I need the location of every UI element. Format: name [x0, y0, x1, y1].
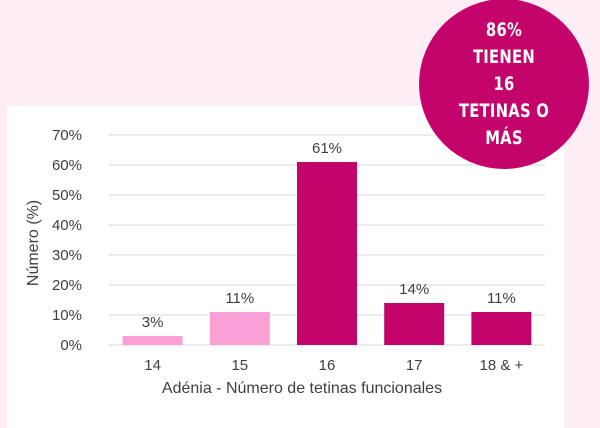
- x-tick-label: 18 & +: [480, 357, 524, 374]
- y-tick-label: 0%: [60, 337, 82, 354]
- y-tick-label: 60%: [52, 157, 82, 174]
- y-axis-title: Número (%): [25, 200, 42, 286]
- x-tick-label: 17: [406, 357, 423, 374]
- data-label: 11%: [225, 290, 254, 307]
- bar: [209, 312, 270, 345]
- summary-badge: 86% TIENEN 16 TETINAS O MÁS: [419, 0, 589, 169]
- data-label: 3%: [142, 314, 164, 331]
- x-tick-labels: 14 15 16 17 18 & +: [144, 357, 523, 374]
- y-tick-label: 20%: [52, 277, 82, 294]
- y-tick-label: 50%: [52, 187, 82, 204]
- y-tick-label: 40%: [52, 217, 82, 234]
- bar: [297, 162, 357, 345]
- x-tick-label: 15: [231, 357, 248, 374]
- bar: [384, 303, 445, 345]
- y-tick-label: 10%: [52, 307, 82, 324]
- badge-text: 86% TIENEN 16 TETINAS O MÁS: [458, 18, 550, 149]
- bar: [122, 336, 183, 345]
- data-label: 14%: [399, 281, 429, 298]
- x-tick-label: 14: [144, 357, 161, 374]
- y-tick-label: 30%: [52, 247, 82, 264]
- bars: [122, 162, 532, 345]
- x-tick-label: 16: [319, 357, 336, 374]
- data-labels: 3% 11% 61% 14% 11%: [142, 140, 516, 331]
- data-label: 61%: [312, 140, 342, 157]
- bar: [471, 312, 532, 345]
- y-tick-labels: 0% 10% 20% 30% 40% 50% 60% 70%: [52, 127, 82, 354]
- x-axis-title: Adénia - Número de tetinas funcionales: [162, 380, 442, 397]
- y-tick-label: 70%: [52, 127, 82, 144]
- bar-chart: 0% 10% 20% 30% 40% 50% 60% 70% 14 15 16 17 18 & + 3…: [25, 127, 545, 397]
- data-label: 11%: [487, 290, 516, 307]
